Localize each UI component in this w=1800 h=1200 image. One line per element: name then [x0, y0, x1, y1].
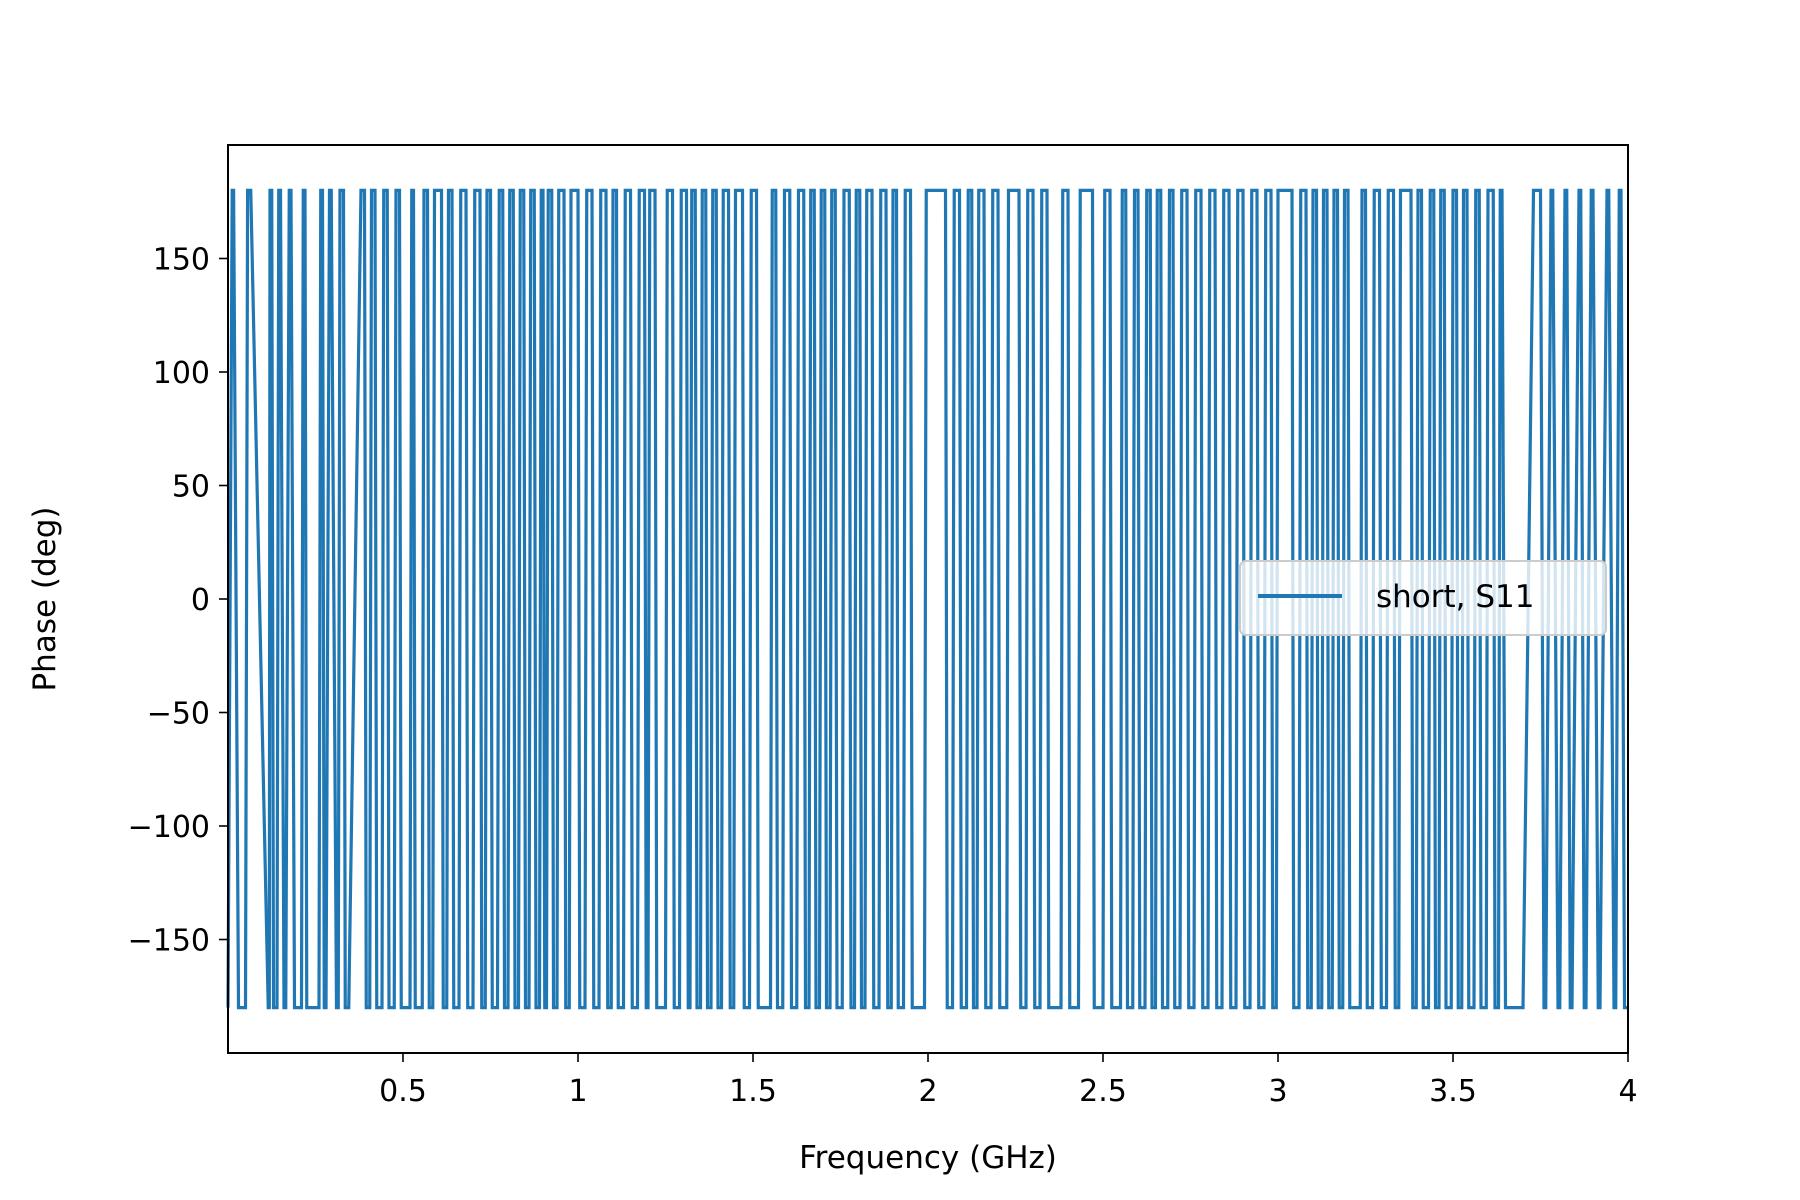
y-tick-label: 50 — [172, 470, 210, 505]
x-axis-title: Frequency (GHz) — [799, 1140, 1057, 1176]
x-tick-label: 3 — [1268, 1074, 1287, 1109]
y-axis-title: Phase (deg) — [27, 506, 63, 691]
legend-box — [1239, 560, 1607, 636]
x-tick-label: 0.5 — [379, 1074, 427, 1109]
x-tick-label: 1.5 — [729, 1074, 777, 1109]
legend: short, S11 — [1239, 560, 1607, 636]
y-tick-label: 150 — [153, 243, 210, 278]
legend-label-short-s11: short, S11 — [1376, 579, 1535, 615]
series-layer — [226, 188, 1628, 1010]
x-axis: 0.5 1 1.5 2 2.5 3 3.5 4 — [379, 1053, 1638, 1109]
x-tick-label: 1 — [568, 1074, 587, 1109]
y-tick-label: 0 — [191, 583, 210, 618]
x-tick-label: 2.5 — [1079, 1074, 1127, 1109]
y-tick-label: −50 — [147, 697, 210, 732]
y-axis: 150 100 50 0 −50 −100 −150 — [128, 243, 228, 959]
y-tick-label: −100 — [128, 810, 210, 845]
x-tick-label: 2 — [918, 1074, 937, 1109]
series-line-0 — [226, 188, 1628, 1010]
x-tick-label: 3.5 — [1429, 1074, 1477, 1109]
y-tick-label: 100 — [153, 356, 210, 391]
y-tick-label: −150 — [128, 924, 210, 959]
plot-area-frame — [227, 144, 1629, 1054]
x-tick-label: 4 — [1618, 1074, 1637, 1109]
